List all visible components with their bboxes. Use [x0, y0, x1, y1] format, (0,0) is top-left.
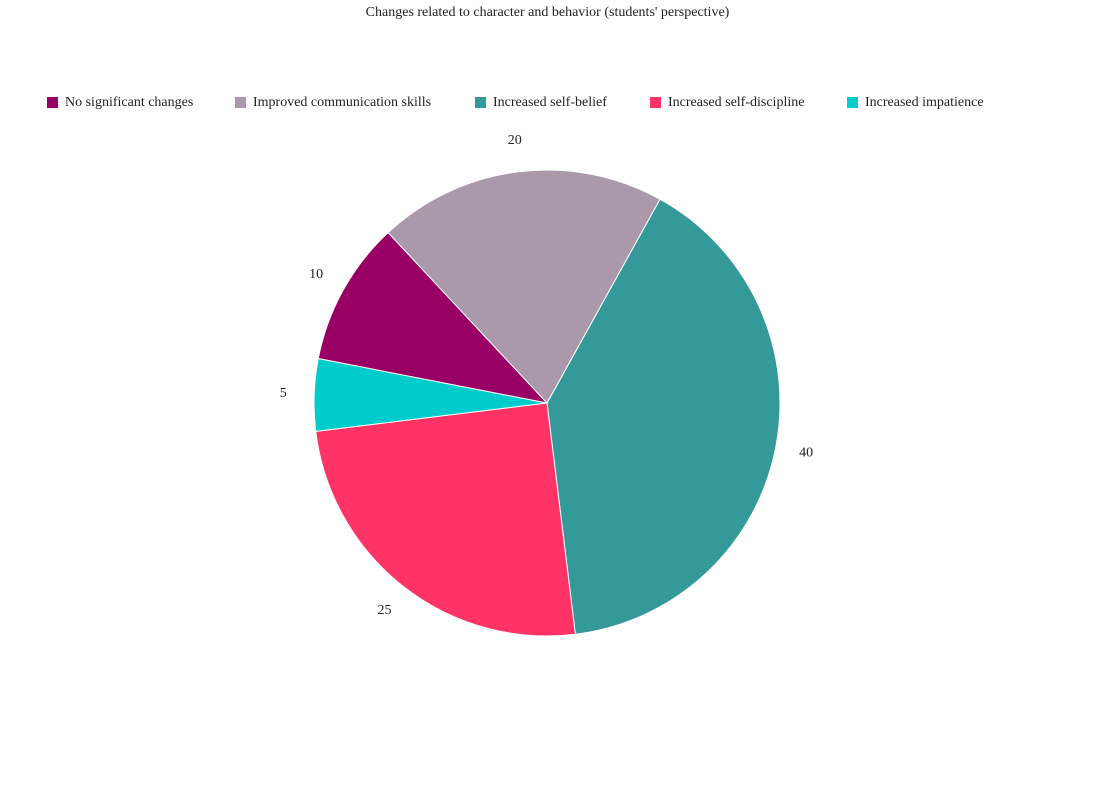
legend-swatch	[475, 97, 486, 108]
slice-label-increased-self-discipline: 25	[378, 603, 392, 618]
slice-label-increased-self-belief: 40	[799, 446, 813, 461]
slice-label-no-significant-changes: 10	[309, 267, 323, 282]
legend-label: Increased impatience	[865, 95, 984, 110]
legend-label: Improved communication skills	[253, 95, 432, 110]
chart-title: Changes related to character and behavio…	[365, 5, 730, 20]
legend-swatch	[235, 97, 246, 108]
pie-slice-increased-self-belief[interactable]	[546, 198, 781, 635]
legend-swatch	[650, 97, 661, 108]
legend-label: No significant changes	[65, 95, 194, 110]
slice-label-improved-communication-skills: 20	[508, 133, 522, 148]
pie-slice-no-significant-changes[interactable]	[317, 231, 549, 404]
pie-slice-increased-self-discipline[interactable]	[315, 402, 576, 637]
legend-swatch	[47, 97, 58, 108]
pie-slice-improved-communication-skills[interactable]	[387, 169, 661, 404]
legend-swatch	[847, 97, 858, 108]
legend-label: Increased self-discipline	[668, 95, 805, 110]
legend-label: Increased self-belief	[493, 95, 607, 110]
slice-label-increased-impatience: 5	[280, 386, 287, 401]
